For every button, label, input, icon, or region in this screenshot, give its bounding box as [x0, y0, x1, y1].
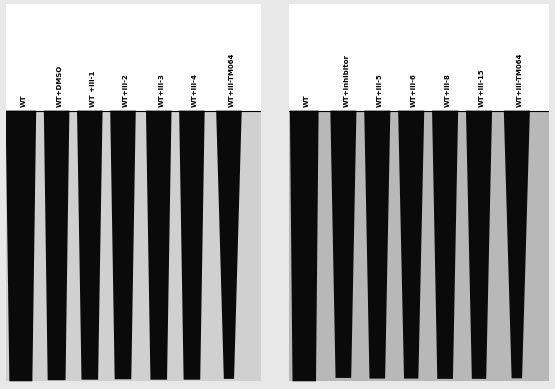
Text: WT+DMSO: WT+DMSO	[57, 65, 63, 107]
Polygon shape	[398, 110, 424, 378]
Text: WT: WT	[304, 94, 310, 107]
Polygon shape	[44, 110, 69, 380]
Text: WT+III-2: WT+III-2	[123, 73, 129, 107]
Text: WT+III-TM064: WT+III-TM064	[517, 52, 523, 107]
Polygon shape	[290, 110, 319, 381]
Polygon shape	[216, 110, 242, 379]
Text: WT+III-5: WT+III-5	[377, 73, 384, 107]
Text: WT+III-3: WT+III-3	[159, 73, 165, 107]
Bar	[289, 110, 549, 381]
Bar	[6, 110, 261, 381]
Polygon shape	[330, 110, 356, 378]
Polygon shape	[77, 110, 103, 380]
Polygon shape	[466, 110, 492, 379]
Text: WT+III-4: WT+III-4	[192, 73, 198, 107]
Bar	[289, 4, 549, 110]
Polygon shape	[504, 110, 530, 378]
Bar	[6, 4, 261, 110]
Text: WT: WT	[21, 94, 27, 107]
Bar	[289, 110, 549, 381]
Bar	[6, 110, 261, 381]
Text: WT+III-15: WT+III-15	[479, 68, 485, 107]
Polygon shape	[6, 110, 36, 381]
Text: WT+III-6: WT+III-6	[411, 73, 417, 107]
Polygon shape	[364, 110, 390, 378]
Text: WT+inhibitor: WT+inhibitor	[344, 54, 350, 107]
Polygon shape	[146, 110, 171, 380]
Polygon shape	[110, 110, 136, 379]
Text: WT +III-1: WT +III-1	[90, 70, 96, 107]
Polygon shape	[432, 110, 458, 379]
Text: WT+III-TM064: WT+III-TM064	[229, 52, 235, 107]
Polygon shape	[179, 110, 205, 380]
Text: WT+III-8: WT+III-8	[445, 73, 451, 107]
